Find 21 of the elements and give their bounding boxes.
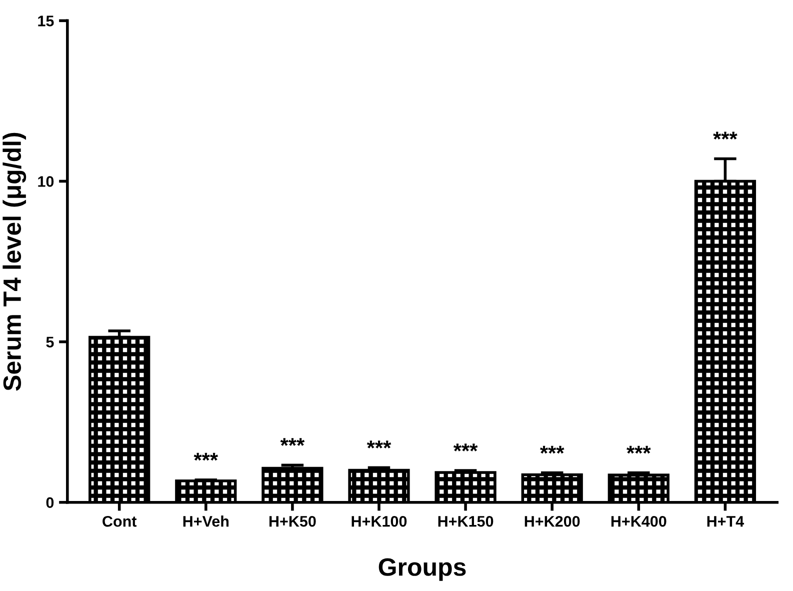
- x-axis-title: Groups: [378, 558, 466, 581]
- annotation: ***: [713, 132, 738, 140]
- x-tick-label: H+T4: [707, 516, 744, 527]
- x-tick-label: H+K400: [611, 516, 666, 527]
- x-tick-label: H+K100: [352, 516, 407, 527]
- annotation: ***: [194, 452, 218, 461]
- x-tick-label: H+K200: [524, 516, 580, 527]
- x-tick-label: H+K150: [438, 516, 494, 527]
- annotation: ***: [453, 444, 478, 452]
- y-tick-label: 10: [38, 176, 54, 187]
- annotation: ***: [626, 446, 651, 454]
- annotation: ***: [280, 438, 305, 446]
- annotation: ***: [540, 446, 564, 454]
- x-tick-label: H+Veh: [183, 516, 229, 527]
- y-tick-label: 5: [46, 336, 54, 348]
- y-tick-label: 0: [46, 497, 54, 508]
- x-tick-label: H+K50: [269, 516, 316, 527]
- y-tick-label: 15: [38, 16, 54, 26]
- annotation: ***: [366, 440, 392, 448]
- y-axis-title: Serum T4 level (μg/dl): [2, 132, 26, 391]
- x-tick-label: Cont: [102, 516, 137, 527]
